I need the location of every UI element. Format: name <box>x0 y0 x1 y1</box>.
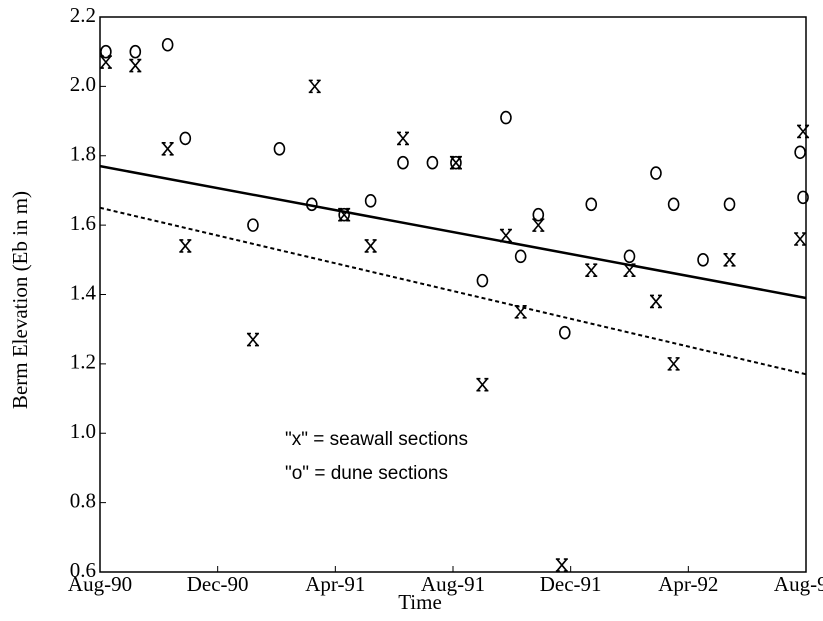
x-marker <box>514 305 527 319</box>
o-marker <box>338 207 350 222</box>
y-tick-label: 0.8 <box>70 488 96 512</box>
o-marker <box>667 197 680 212</box>
o-marker <box>476 273 489 288</box>
x-marker <box>794 232 807 246</box>
x-marker <box>623 263 636 278</box>
o-marker <box>532 207 545 222</box>
x-marker <box>161 142 174 156</box>
x-tick-label: Aug-90 <box>68 572 132 596</box>
x-marker <box>499 228 512 243</box>
annotation: "o" = dune sections <box>285 463 448 484</box>
o-marker <box>161 37 174 52</box>
o-marker <box>179 131 192 146</box>
o-marker <box>514 249 527 264</box>
o-marker <box>450 155 462 170</box>
y-tick-label: 2.2 <box>70 3 96 27</box>
x-marker <box>179 239 192 253</box>
trend-line <box>99 206 807 376</box>
o-marker <box>247 218 259 232</box>
x-tick-label: Aug-92 <box>774 572 823 596</box>
o-marker <box>697 253 709 267</box>
y-tick-label: 1.4 <box>70 280 97 304</box>
x-tick-label: Dec-91 <box>540 572 602 596</box>
plot-frame <box>99 16 807 573</box>
x-marker <box>667 357 680 371</box>
y-tick-label: 1.6 <box>70 211 96 235</box>
y-tick-label: 1.8 <box>70 142 96 166</box>
y-axis-title: Berm Elevation (Eb in m) <box>8 191 32 409</box>
o-marker <box>426 155 439 170</box>
x-marker <box>129 58 142 73</box>
x-tick-label: Apr-91 <box>305 572 365 596</box>
x-marker <box>555 558 568 572</box>
x-tick-label: Aug-91 <box>421 572 485 596</box>
x-marker <box>246 332 259 347</box>
o-marker <box>623 249 636 264</box>
o-marker <box>100 44 112 59</box>
x-marker <box>797 124 810 139</box>
o-marker <box>585 197 598 212</box>
o-marker <box>794 145 806 160</box>
o-marker <box>129 44 142 59</box>
o-marker <box>364 194 377 208</box>
trend-line <box>99 164 807 300</box>
x-marker <box>649 294 662 309</box>
y-tick-label: 1.2 <box>70 350 96 374</box>
x-marker <box>308 79 321 94</box>
x-tick-label: Dec-90 <box>187 572 249 596</box>
o-marker <box>650 166 662 180</box>
x-marker <box>449 155 462 170</box>
o-marker <box>397 155 409 170</box>
x-marker <box>364 239 377 253</box>
o-marker <box>500 110 512 125</box>
y-tick-label: 0.6 <box>70 558 96 582</box>
x-axis-title: Time <box>398 590 442 614</box>
x-marker <box>338 207 351 222</box>
x-marker <box>476 377 489 392</box>
o-marker <box>305 197 318 212</box>
x-tick-label: Apr-92 <box>658 572 718 596</box>
o-marker <box>797 190 809 205</box>
y-tick-label: 1.0 <box>70 419 96 443</box>
y-tick-label: 2.0 <box>70 72 96 96</box>
x-marker <box>585 263 598 278</box>
o-marker <box>723 197 736 212</box>
x-marker <box>723 253 736 267</box>
x-marker <box>396 131 409 146</box>
o-marker <box>558 325 571 340</box>
annotation: "x" = seawall sections <box>285 429 468 450</box>
o-marker <box>273 142 286 156</box>
